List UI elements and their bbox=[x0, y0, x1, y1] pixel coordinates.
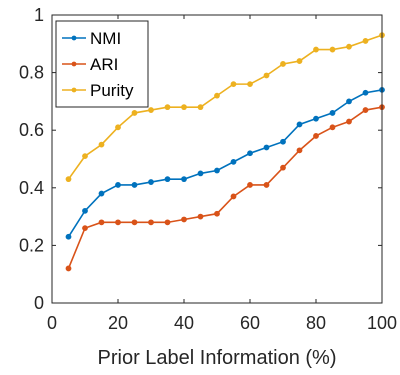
plot-frame bbox=[51, 14, 383, 304]
data-point-ari bbox=[115, 219, 121, 226]
data-point-ari bbox=[82, 225, 88, 232]
data-point-purity bbox=[164, 104, 171, 111]
legend-swatch-marker bbox=[71, 61, 77, 67]
data-point-purity bbox=[131, 110, 138, 116]
data-point-nmi bbox=[263, 144, 270, 151]
data-point-ari bbox=[131, 219, 138, 226]
series-nmi bbox=[65, 86, 385, 240]
y-tick-label: 0.8 bbox=[19, 63, 44, 83]
legend: NMI ARI Purity bbox=[55, 20, 149, 108]
data-point-ari bbox=[98, 219, 105, 226]
data-point-nmi bbox=[164, 176, 171, 183]
data-point-nmi bbox=[362, 89, 369, 96]
data-point-ari bbox=[181, 216, 187, 223]
data-point-ari bbox=[164, 219, 171, 226]
data-point-purity bbox=[98, 141, 105, 148]
data-point-purity bbox=[148, 107, 154, 113]
data-point-purity bbox=[214, 92, 220, 99]
legend-item-ari: ARI bbox=[62, 55, 118, 74]
data-point-nmi bbox=[148, 179, 154, 185]
data-point-nmi bbox=[197, 170, 204, 177]
series-line-ari bbox=[67, 106, 383, 269]
data-point-purity bbox=[263, 72, 270, 79]
data-point-purity bbox=[181, 104, 187, 111]
data-point-purity bbox=[197, 104, 204, 111]
data-point-nmi bbox=[65, 233, 72, 240]
data-point-ari bbox=[65, 265, 72, 272]
x-tick-label: 80 bbox=[306, 313, 326, 333]
legend-swatch-marker bbox=[71, 87, 77, 93]
data-point-purity bbox=[280, 61, 286, 67]
data-point-purity bbox=[82, 153, 88, 160]
x-tick-label: 20 bbox=[108, 313, 128, 333]
x-tick-label: 40 bbox=[174, 313, 194, 333]
data-point-nmi bbox=[82, 207, 88, 214]
data-point-purity bbox=[115, 124, 121, 131]
data-point-purity bbox=[65, 176, 72, 183]
data-point-nmi bbox=[313, 115, 319, 122]
data-point-nmi bbox=[131, 182, 138, 188]
data-point-ari bbox=[230, 193, 237, 200]
legend-swatch-marker bbox=[71, 35, 77, 41]
legend-item-nmi: NMI bbox=[62, 29, 121, 48]
y-tick-label: 0 bbox=[34, 293, 44, 313]
data-point-nmi bbox=[98, 190, 105, 197]
data-point-nmi bbox=[214, 167, 220, 174]
legend-label: ARI bbox=[90, 55, 118, 74]
data-point-nmi bbox=[346, 98, 352, 105]
x-tick-label: 60 bbox=[240, 313, 260, 333]
data-point-nmi bbox=[296, 121, 303, 128]
y-tick-label: 0.6 bbox=[19, 120, 44, 140]
data-point-purity bbox=[362, 38, 369, 44]
data-point-ari bbox=[329, 124, 336, 131]
data-point-nmi bbox=[329, 110, 336, 116]
data-point-nmi bbox=[280, 138, 286, 145]
legend-label: Purity bbox=[90, 81, 134, 100]
data-point-ari bbox=[346, 118, 352, 125]
data-point-ari bbox=[214, 210, 220, 217]
data-point-purity bbox=[313, 46, 319, 53]
legend-item-purity: Purity bbox=[62, 81, 134, 100]
data-point-purity bbox=[230, 81, 237, 88]
data-point-ari bbox=[263, 182, 270, 188]
data-point-ari bbox=[148, 219, 154, 226]
data-point-purity bbox=[329, 46, 336, 53]
data-point-ari bbox=[296, 147, 303, 154]
x-tick-label: 0 bbox=[47, 313, 57, 333]
data-point-ari bbox=[197, 213, 204, 220]
data-point-nmi bbox=[247, 150, 253, 157]
y-tick-label: 1 bbox=[34, 5, 44, 25]
y-tick-label: 0.4 bbox=[19, 178, 44, 198]
legend-label: NMI bbox=[90, 29, 121, 48]
data-point-nmi bbox=[230, 158, 237, 165]
x-tick-label: 100 bbox=[367, 313, 397, 333]
data-point-nmi bbox=[115, 182, 121, 188]
y-tick-label: 0.2 bbox=[19, 235, 44, 255]
data-point-purity bbox=[346, 43, 352, 50]
x-axis-label: Prior Label Information (%) bbox=[98, 347, 337, 369]
data-point-purity bbox=[296, 58, 303, 64]
data-point-ari bbox=[313, 133, 319, 139]
series-purity bbox=[65, 32, 385, 183]
data-point-purity bbox=[247, 81, 253, 88]
data-point-ari bbox=[280, 164, 286, 171]
data-point-ari bbox=[362, 107, 369, 113]
data-point-ari bbox=[247, 182, 253, 188]
ticks-layer: 0 20 40 60 80 100 0 0.2 0.4 0.6 0.8 1 bbox=[19, 5, 397, 333]
data-point-nmi bbox=[181, 176, 187, 183]
